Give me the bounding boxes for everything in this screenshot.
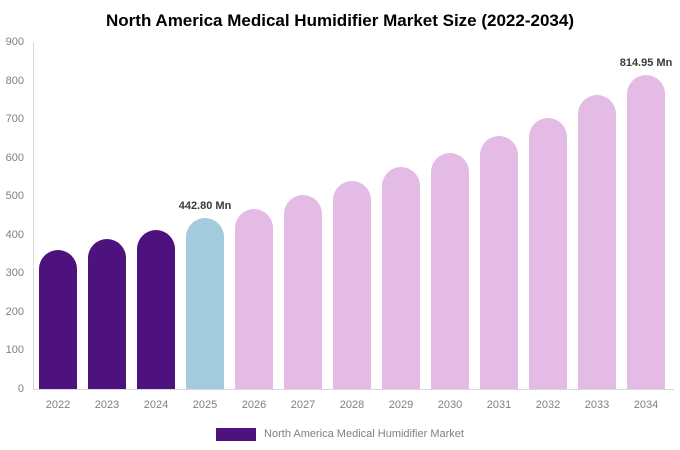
data-label-2034: 814.95 Mn [619, 56, 673, 69]
y-axis-tick-label: 400 [5, 228, 24, 241]
bar-2023[interactable] [88, 239, 126, 389]
chart-title: North America Medical Humidifier Market … [106, 11, 574, 30]
legend-swatch [216, 427, 257, 441]
y-axis-tick-label: 200 [5, 305, 24, 318]
y-axis-tick-label: 300 [5, 267, 24, 280]
y-axis-tick-label: 700 [5, 113, 24, 126]
legend: North America Medical Humidifier Market [0, 427, 680, 441]
legend-item-market[interactable]: North America Medical Humidifier Market [216, 427, 464, 441]
y-axis-tick-label: 500 [5, 190, 24, 203]
x-axis-tick-label: 2031 [486, 399, 512, 411]
bar-2029[interactable] [382, 166, 420, 389]
x-axis-tick-label: 2027 [290, 399, 316, 411]
x-axis-tick-label: 2024 [143, 399, 169, 411]
x-axis-tick-label: 2022 [45, 399, 71, 411]
x-axis-tick-label: 2023 [94, 399, 120, 411]
x-axis-tick-label: 2029 [388, 399, 414, 411]
data-label-2025: 442.80 Mn [178, 200, 232, 213]
bar-2031[interactable] [480, 136, 518, 389]
bar-2028[interactable] [333, 181, 371, 389]
bar-2026[interactable] [235, 208, 273, 389]
x-axis-tick-label: 2030 [437, 399, 463, 411]
y-axis-tick-label: 900 [5, 36, 24, 48]
bar-2030[interactable] [431, 153, 469, 389]
x-axis-tick-label: 2026 [241, 399, 267, 411]
y-axis-tick-label: 100 [5, 344, 24, 357]
y-axis-tick-label: 600 [5, 151, 24, 164]
x-axis-tick-label: 2033 [584, 399, 610, 411]
legend-label: North America Medical Humidifier Market [264, 428, 464, 440]
bar-2022[interactable] [39, 249, 77, 389]
bar-2027[interactable] [284, 195, 322, 389]
plot-area [33, 42, 674, 390]
bar-2033[interactable] [578, 95, 616, 389]
x-axis-tick-label: 2028 [339, 399, 365, 411]
y-axis-tick-label: 0 [17, 383, 24, 395]
y-axis-tick-label: 800 [5, 74, 24, 87]
bar-2032[interactable] [529, 117, 567, 389]
bar-2025[interactable] [186, 218, 224, 389]
bar-2034[interactable] [627, 74, 665, 389]
x-axis-tick-label: 2025 [192, 399, 218, 411]
bar-2024[interactable] [137, 230, 175, 389]
x-axis-tick-label: 2034 [633, 399, 659, 411]
x-axis-tick-label: 2032 [535, 399, 561, 411]
